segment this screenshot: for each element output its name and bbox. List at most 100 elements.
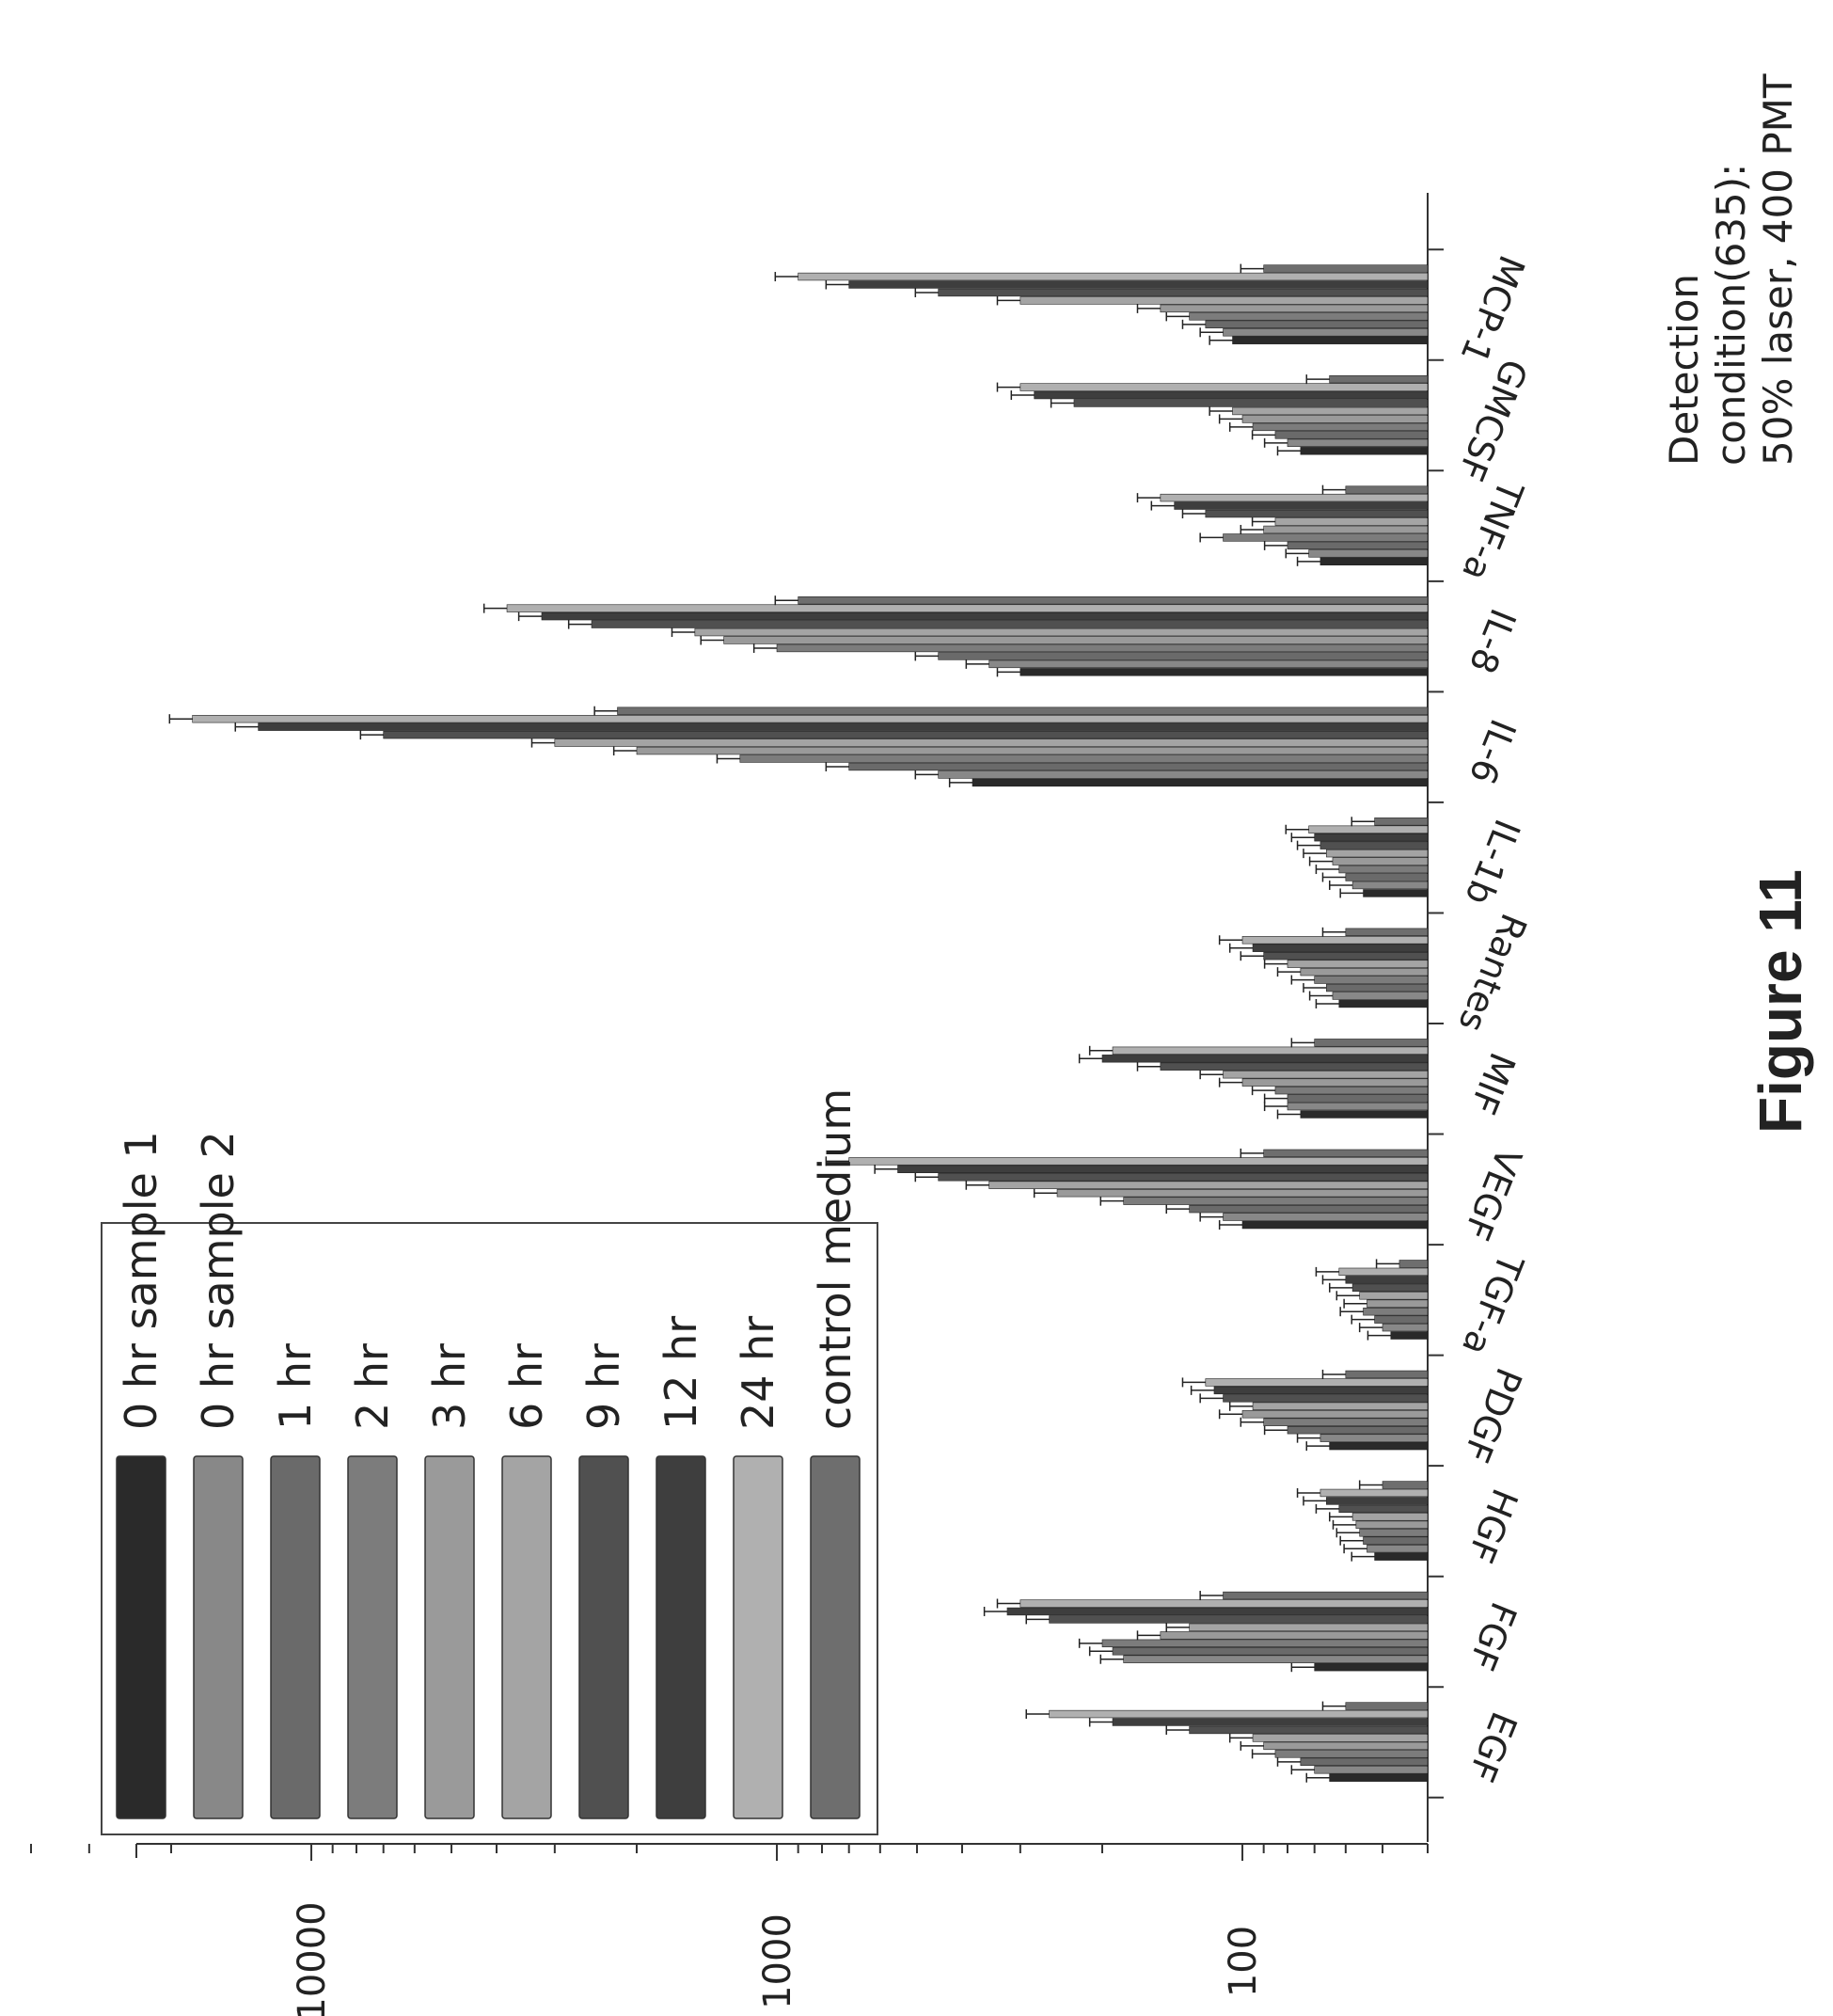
- bar: [1374, 818, 1429, 826]
- bar: [1263, 1149, 1429, 1158]
- legend-swatch: [193, 1455, 244, 1819]
- bar: [1189, 1725, 1429, 1735]
- bar: [1329, 374, 1429, 384]
- bar: [1345, 1370, 1429, 1379]
- bar: [1019, 668, 1429, 676]
- legend-swatch: [116, 1455, 166, 1819]
- bar: [1189, 1204, 1429, 1214]
- bar: [1019, 1599, 1429, 1608]
- y-tick-labels-group: 100 1000 10000: [291, 1901, 1265, 2016]
- legend-items: 0 hr sample 1 0 hr sample 2 1 hr 2 hr 3 hr 6 …: [116, 1088, 861, 1819]
- legend-swatch: [810, 1455, 861, 1819]
- bar: [1338, 865, 1429, 874]
- legend-label: 0 hr sample 2: [193, 1131, 244, 1430]
- bar: [1338, 1504, 1429, 1514]
- bar: [1252, 1734, 1429, 1742]
- bar: [1308, 549, 1429, 558]
- bar: [1338, 1267, 1429, 1277]
- category-label: VEGF: [1456, 1142, 1530, 1246]
- bar: [617, 706, 1429, 715]
- legend-swatch: [578, 1455, 629, 1819]
- category-label: MCP-1: [1452, 249, 1532, 369]
- category-label: TNF-a: [1454, 474, 1532, 587]
- bar: [1123, 1655, 1429, 1663]
- bar: [1205, 1378, 1429, 1387]
- bar: [1263, 264, 1429, 273]
- bar: [1287, 960, 1429, 968]
- bar: [1263, 952, 1429, 960]
- category-label: Rantes: [1450, 908, 1535, 1038]
- bar: [1160, 493, 1429, 502]
- bar: [258, 722, 1429, 731]
- bar: [506, 604, 1429, 612]
- bar: [1345, 928, 1429, 937]
- bar: [1308, 825, 1429, 833]
- bar: [1160, 1631, 1429, 1640]
- category-label: MIF: [1462, 1047, 1523, 1120]
- bar: [972, 778, 1429, 787]
- bar: [1300, 1110, 1429, 1119]
- bar: [1287, 541, 1429, 550]
- bar: [1287, 1426, 1429, 1435]
- bar: [1205, 509, 1429, 518]
- bar: [1287, 438, 1429, 448]
- bar: [1223, 1071, 1429, 1079]
- y-tick-label: 1000: [756, 1913, 799, 2009]
- bar: [1374, 1315, 1429, 1324]
- axes-group: [30, 193, 1444, 1861]
- bar: [1363, 1536, 1429, 1545]
- legend-label: 2 hr: [347, 1343, 398, 1430]
- bar: [1223, 533, 1429, 542]
- bar: [938, 652, 1429, 660]
- category-label: PDGF: [1455, 1362, 1530, 1468]
- bar: [723, 636, 1429, 644]
- bar: [1241, 1220, 1429, 1230]
- bar: [1252, 1402, 1429, 1411]
- category-label: IL-1b: [1457, 814, 1528, 911]
- bar: [1314, 833, 1429, 842]
- bar: [1232, 406, 1429, 416]
- bar: [1189, 312, 1429, 321]
- bar: [1398, 1260, 1429, 1268]
- bar: [1319, 1488, 1429, 1498]
- bar: [1332, 857, 1429, 865]
- annotation-line-2: condition(635):: [1708, 164, 1754, 466]
- bar: [1314, 1663, 1429, 1672]
- legend-swatch: [733, 1455, 783, 1819]
- bar: [1073, 399, 1429, 407]
- bar: [1263, 1418, 1429, 1426]
- legend-swatch: [501, 1455, 552, 1819]
- legend-label: 24 hr: [733, 1316, 783, 1430]
- bar: [988, 1181, 1429, 1189]
- bar: [1319, 557, 1429, 566]
- category-label: IL-6: [1462, 714, 1525, 790]
- bar: [1314, 1039, 1429, 1047]
- bar: [776, 643, 1429, 653]
- bar: [848, 280, 1429, 289]
- bar: [1241, 936, 1429, 945]
- bar: [848, 762, 1429, 771]
- bar: [1252, 422, 1429, 432]
- bar: [1345, 1276, 1429, 1284]
- bar: [1160, 1062, 1429, 1071]
- y-tick-label: 10000: [291, 1901, 334, 2016]
- bar: [1338, 999, 1429, 1008]
- bar: [938, 1173, 1429, 1182]
- bar: [1287, 1094, 1429, 1103]
- legend-swatch: [347, 1455, 398, 1819]
- bar: [1112, 1718, 1429, 1726]
- bar: [1314, 976, 1429, 984]
- bar: [1274, 431, 1429, 439]
- bar: [192, 715, 1429, 723]
- bar: [554, 738, 1429, 747]
- bar: [988, 659, 1429, 669]
- bar: [1367, 1545, 1429, 1553]
- bar: [1049, 1615, 1429, 1624]
- bar: [1329, 1441, 1429, 1451]
- bar: [1232, 336, 1429, 344]
- bar: [1359, 1529, 1429, 1537]
- bar: [1101, 1639, 1429, 1648]
- bar: [1241, 1078, 1429, 1087]
- bar: [1174, 501, 1429, 510]
